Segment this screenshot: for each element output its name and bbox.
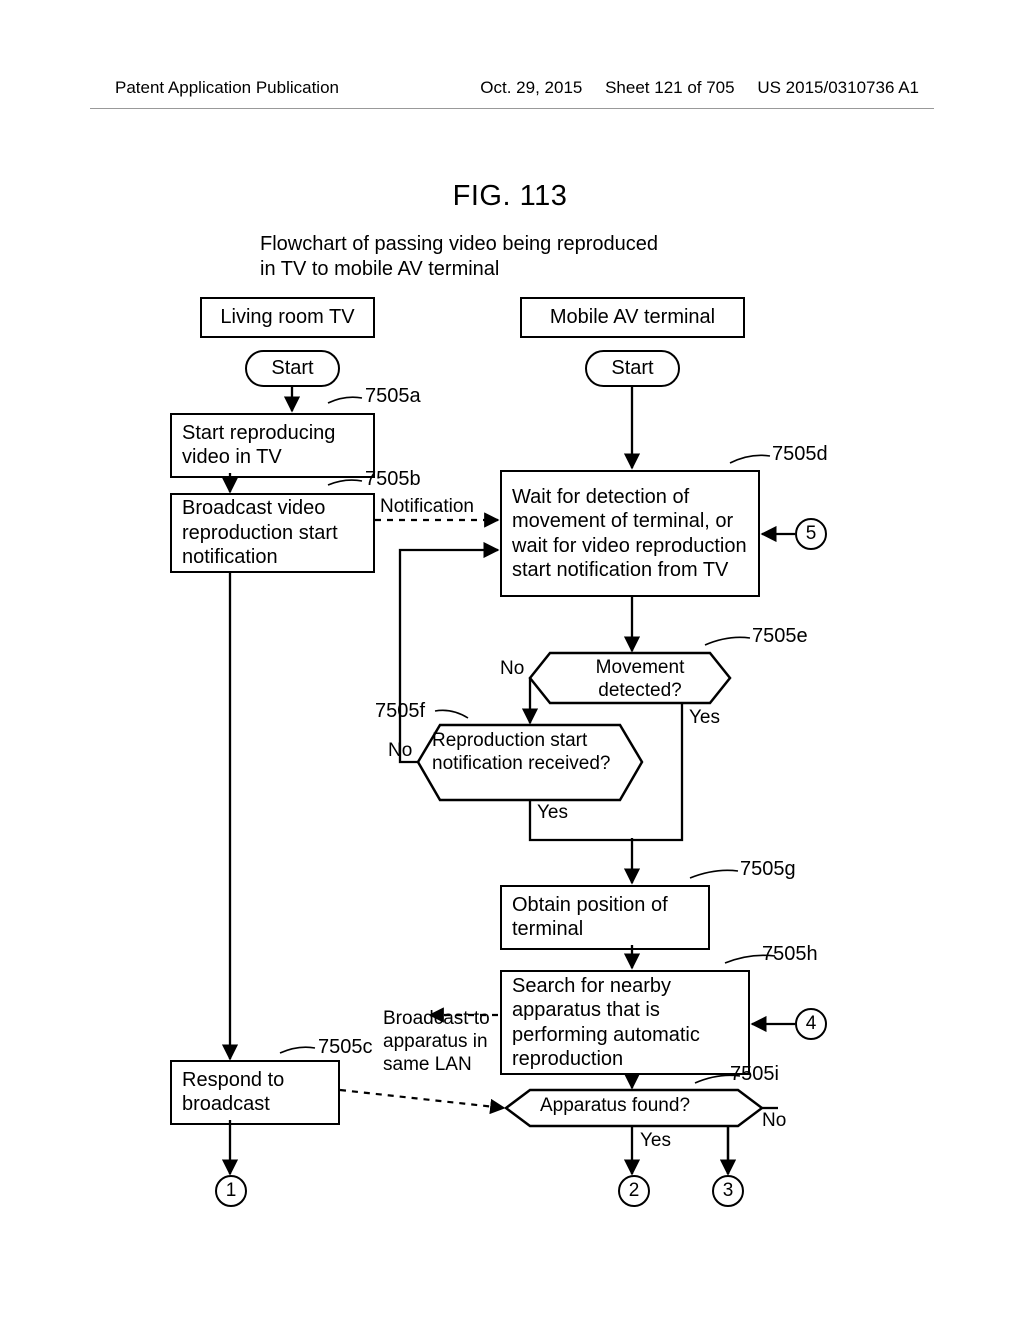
label-yes-f: Yes bbox=[537, 802, 568, 825]
decision-apparatus-text: Apparatus found? bbox=[540, 1095, 740, 1118]
header-right: Oct. 29, 2015 Sheet 121 of 705 US 2015/0… bbox=[480, 78, 919, 98]
subtitle-line2: in TV to mobile AV terminal bbox=[260, 258, 499, 280]
connector-3: 3 bbox=[712, 1175, 744, 1207]
decision-repro-text: Reproduction start notification received… bbox=[432, 730, 630, 776]
ref-7505c: 7505c bbox=[318, 1036, 373, 1059]
label-no-i: No bbox=[762, 1110, 786, 1133]
ref-7505i: 7505i bbox=[730, 1063, 779, 1086]
connector-5: 5 bbox=[795, 518, 827, 550]
ref-7505g: 7505g bbox=[740, 858, 796, 881]
ref-7505e: 7505e bbox=[752, 625, 808, 648]
subtitle-line1: Flowchart of passing video being reprodu… bbox=[260, 233, 658, 255]
connector-4: 4 bbox=[795, 1008, 827, 1040]
header-publication: Patent Application Publication bbox=[115, 78, 339, 98]
ref-7505a: 7505a bbox=[365, 385, 421, 408]
box-start-reproducing: Start reproducing video in TV bbox=[170, 413, 375, 478]
start-mobile: Start bbox=[585, 350, 680, 387]
box-wait-detection: Wait for detection of movement of termin… bbox=[500, 470, 760, 597]
box-obtain-position: Obtain position of terminal bbox=[500, 885, 710, 950]
lane-header-mobile: Mobile AV terminal bbox=[520, 297, 745, 338]
label-yes-e: Yes bbox=[689, 707, 720, 730]
box-search-nearby: Search for nearby apparatus that is perf… bbox=[500, 970, 750, 1075]
connector-2: 2 bbox=[618, 1175, 650, 1207]
label-broadcast-lan: Broadcast to apparatus in same LAN bbox=[383, 1008, 490, 1076]
header-sheet: Sheet 121 of 705 bbox=[605, 78, 735, 98]
decision-movement-text: Movement detected? bbox=[570, 657, 710, 703]
box-respond: Respond to broadcast bbox=[170, 1060, 340, 1125]
label-no-f: No bbox=[388, 740, 412, 763]
page: Patent Application Publication Oct. 29, … bbox=[0, 0, 1024, 1320]
label-no-e: No bbox=[500, 658, 524, 681]
label-broadcast-line2: apparatus in bbox=[383, 1031, 488, 1052]
label-broadcast-line1: Broadcast to bbox=[383, 1008, 490, 1029]
header-date: Oct. 29, 2015 bbox=[480, 78, 582, 98]
ref-7505d: 7505d bbox=[772, 443, 828, 466]
header-rule bbox=[90, 108, 934, 109]
label-broadcast-line3: same LAN bbox=[383, 1054, 472, 1075]
box-broadcast-notif: Broadcast video reproduction start notif… bbox=[170, 493, 375, 573]
flowchart-diagram: FIG. 113 Flowchart of passing video bein… bbox=[130, 180, 890, 1230]
lane-header-tv: Living room TV bbox=[200, 297, 375, 338]
label-yes-i: Yes bbox=[640, 1130, 671, 1153]
start-tv: Start bbox=[245, 350, 340, 387]
connector-1: 1 bbox=[215, 1175, 247, 1207]
figure-subtitle: Flowchart of passing video being reprodu… bbox=[260, 232, 658, 282]
ref-7505f: 7505f bbox=[375, 700, 425, 723]
ref-7505h: 7505h bbox=[762, 943, 818, 966]
ref-7505b: 7505b bbox=[365, 468, 421, 491]
header-pub-no: US 2015/0310736 A1 bbox=[757, 78, 919, 98]
label-notification: Notification bbox=[380, 496, 474, 519]
figure-title: FIG. 113 bbox=[130, 180, 890, 213]
